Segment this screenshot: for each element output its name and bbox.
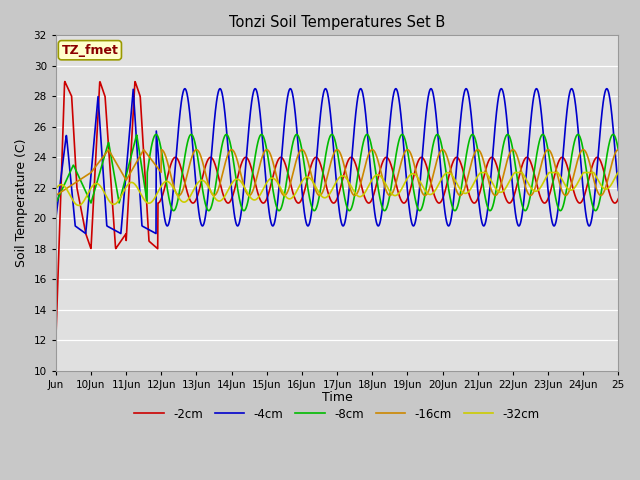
-4cm bbox=[52, 216, 60, 221]
Line: -4cm: -4cm bbox=[56, 89, 618, 234]
-16cm bbox=[598, 192, 606, 198]
-16cm bbox=[598, 192, 605, 198]
-32cm bbox=[614, 169, 622, 175]
-4cm bbox=[311, 178, 319, 184]
-16cm bbox=[495, 188, 502, 194]
Line: -16cm: -16cm bbox=[56, 150, 618, 195]
Line: -8cm: -8cm bbox=[56, 134, 618, 211]
-8cm bbox=[495, 166, 503, 172]
-4cm bbox=[81, 230, 88, 236]
-16cm bbox=[310, 184, 318, 190]
-2cm bbox=[52, 337, 60, 343]
X-axis label: Time: Time bbox=[322, 391, 353, 404]
-4cm bbox=[598, 106, 606, 112]
-32cm bbox=[52, 186, 60, 192]
-2cm bbox=[61, 79, 68, 84]
-2cm bbox=[598, 163, 606, 169]
Text: TZ_fmet: TZ_fmet bbox=[61, 44, 118, 57]
-2cm bbox=[326, 195, 333, 201]
-8cm bbox=[188, 132, 195, 137]
-32cm bbox=[311, 182, 319, 188]
-2cm bbox=[311, 155, 319, 161]
-16cm bbox=[326, 166, 333, 171]
-8cm bbox=[326, 134, 333, 140]
-2cm bbox=[495, 171, 503, 177]
-32cm bbox=[598, 184, 606, 190]
-32cm bbox=[75, 203, 83, 208]
-8cm bbox=[81, 186, 88, 192]
Legend: -2cm, -4cm, -8cm, -16cm, -32cm: -2cm, -4cm, -8cm, -16cm, -32cm bbox=[130, 403, 545, 425]
-8cm bbox=[486, 208, 494, 214]
-4cm bbox=[495, 90, 503, 96]
-32cm bbox=[477, 169, 484, 175]
-2cm bbox=[81, 226, 89, 232]
Title: Tonzi Soil Temperatures Set B: Tonzi Soil Temperatures Set B bbox=[229, 15, 445, 30]
-8cm bbox=[52, 200, 60, 206]
-2cm bbox=[598, 162, 606, 168]
-2cm bbox=[614, 196, 622, 202]
-4cm bbox=[152, 231, 160, 237]
-4cm bbox=[462, 86, 470, 92]
-32cm bbox=[326, 191, 333, 197]
-4cm bbox=[326, 104, 333, 109]
-32cm bbox=[81, 196, 89, 202]
-8cm bbox=[598, 183, 606, 189]
-32cm bbox=[599, 184, 607, 190]
-16cm bbox=[81, 174, 88, 180]
Line: -32cm: -32cm bbox=[56, 172, 618, 205]
-16cm bbox=[614, 147, 622, 153]
-8cm bbox=[614, 147, 622, 153]
-8cm bbox=[311, 208, 319, 214]
Line: -2cm: -2cm bbox=[56, 82, 618, 340]
-4cm bbox=[599, 104, 607, 109]
-4cm bbox=[614, 188, 622, 193]
Y-axis label: Soil Temperature (C): Soil Temperature (C) bbox=[15, 139, 28, 267]
-32cm bbox=[495, 189, 503, 195]
-16cm bbox=[52, 192, 60, 198]
-8cm bbox=[599, 181, 607, 187]
